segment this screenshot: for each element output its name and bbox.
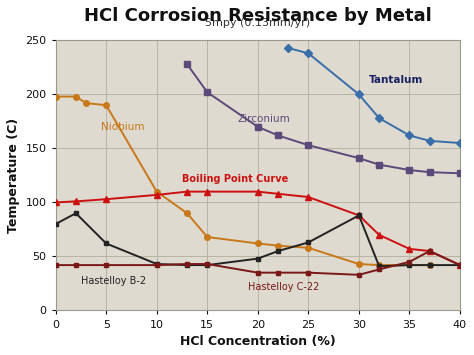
Title: HCl Corrosion Resistance by Metal: HCl Corrosion Resistance by Metal	[84, 7, 432, 25]
Text: Hastelloy C-22: Hastelloy C-22	[248, 282, 319, 292]
X-axis label: HCl Concentration (%): HCl Concentration (%)	[180, 335, 336, 348]
Y-axis label: Temperature (C): Temperature (C)	[7, 118, 20, 233]
Text: Hastelloy B-2: Hastelloy B-2	[81, 276, 146, 286]
Text: Zirconium: Zirconium	[237, 114, 291, 124]
Text: Niobium: Niobium	[101, 122, 145, 132]
Text: Tantalum: Tantalum	[369, 75, 423, 85]
Text: 5mpy (0.13mm/yr): 5mpy (0.13mm/yr)	[205, 18, 310, 28]
Text: Boiling Point Curve: Boiling Point Curve	[182, 174, 288, 184]
